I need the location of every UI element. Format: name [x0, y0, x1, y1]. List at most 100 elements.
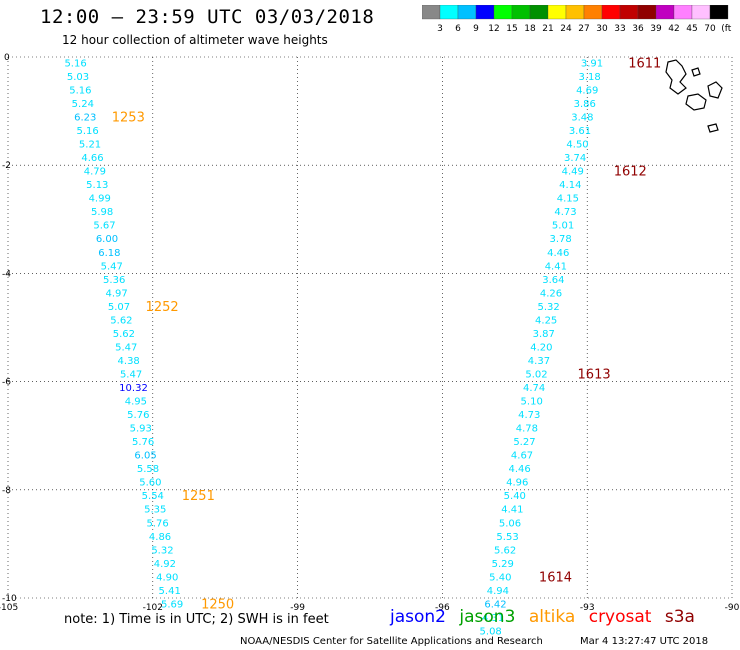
- wave-height-value: 4.41: [501, 505, 523, 516]
- wave-height-value: 5.98: [91, 207, 113, 218]
- wave-height-value: 5.58: [137, 464, 159, 475]
- wave-height-value: 6.42: [484, 599, 506, 610]
- wave-height-value: 4.78: [516, 424, 538, 435]
- pass-time-label: 1613: [578, 367, 611, 382]
- wave-height-value: 4.49: [562, 167, 584, 178]
- wave-height-value: 4.15: [557, 194, 579, 205]
- wave-height-value: 5.93: [130, 424, 152, 435]
- wave-height-value: 5.41: [159, 586, 181, 597]
- wave-height-value: 3.61: [569, 126, 591, 137]
- color-scale-label: 33: [614, 24, 625, 34]
- wave-height-value: 4.20: [530, 342, 552, 353]
- wave-height-value: 5.13: [86, 180, 108, 191]
- color-scale-label: 24: [560, 24, 572, 34]
- color-scale-label: 27: [578, 24, 589, 34]
- wave-height-value: 5.36: [103, 275, 125, 286]
- color-scale-label: 12: [488, 24, 499, 34]
- footer-credit: NOAA/NESDIS Center for Satellite Applica…: [240, 636, 543, 647]
- wave-height-value: 6.23: [74, 113, 96, 124]
- wave-height-value: 5.16: [77, 126, 99, 137]
- wave-height-value: 5.62: [494, 545, 516, 556]
- color-scale-label: 45: [686, 24, 697, 34]
- color-scale-label: 18: [524, 24, 536, 34]
- pass-time-label: 1614: [539, 570, 572, 585]
- wave-height-value: 4.46: [508, 464, 530, 475]
- color-scale-label: 30: [596, 24, 608, 34]
- color-scale-label: 36: [632, 24, 644, 34]
- wave-height-value: 3.86: [574, 99, 596, 110]
- island-outline: [707, 81, 723, 99]
- wave-height-value: 5.62: [113, 329, 135, 340]
- wave-height-value: 5.24: [72, 99, 94, 110]
- color-scale-label: 39: [650, 24, 662, 34]
- wave-height-value: 5.47: [101, 261, 123, 272]
- wave-height-value: 4.92: [154, 559, 176, 570]
- wave-height-value: 4.79: [84, 167, 106, 178]
- wave-height-value: 3.78: [550, 234, 572, 245]
- wave-height-value: 3.18: [578, 72, 600, 83]
- pass-time-label: 1253: [112, 111, 145, 126]
- wave-height-value: 4.86: [149, 532, 171, 543]
- wave-height-value: 5.29: [492, 559, 514, 570]
- wave-height-value: 4.41: [545, 261, 567, 272]
- wave-height-value: 5.40: [504, 491, 526, 502]
- wave-height-value: 4.66: [81, 153, 103, 164]
- wave-height-value: 5.69: [161, 599, 183, 610]
- pass-time-label: 1252: [146, 300, 179, 315]
- wave-height-value: 4.46: [547, 248, 569, 259]
- color-scale-label: 6: [455, 24, 461, 34]
- wave-height-value: 4.38: [118, 356, 140, 367]
- wave-height-value: 6.18: [98, 248, 120, 259]
- lat-tick-label: -10: [2, 594, 17, 604]
- wave-height-value: 4.73: [554, 207, 576, 218]
- lon-tick-label: -99: [290, 603, 305, 613]
- lon-tick-label: -102: [143, 603, 163, 613]
- wave-height-value: 3.74: [564, 153, 586, 164]
- footer-timestamp: Mar 4 13:27:47 UTC 2018: [580, 636, 709, 647]
- wave-height-value: 5.35: [144, 505, 166, 516]
- wave-height-value: 4.25: [535, 315, 557, 326]
- wave-height-value: 5.16: [64, 58, 86, 69]
- wave-height-value: 5.62: [110, 315, 132, 326]
- color-scale-label: 42: [668, 24, 679, 34]
- pass-time-label: 1611: [628, 56, 661, 71]
- wave-height-value: 5.08: [480, 626, 502, 637]
- lon-tick-label: -105: [0, 603, 18, 613]
- color-scale-label: 15: [506, 24, 517, 34]
- wave-height-value: 5.76: [132, 437, 154, 448]
- wave-height-value: 5.67: [93, 221, 115, 232]
- wave-height-value: 5.06: [499, 518, 521, 529]
- map-title: 12:00 — 23:59 UTC 03/03/2018: [40, 6, 375, 28]
- wave-height-value: 5.07: [108, 302, 130, 313]
- wave-height-value: 4.67: [511, 451, 533, 462]
- island-outline: [691, 67, 701, 77]
- map-subtitle: 12 hour collection of altimeter wave hei…: [62, 33, 328, 47]
- wave-height-value: 5.32: [151, 545, 173, 556]
- wave-height-value: 4.26: [540, 288, 562, 299]
- wave-height-value: 5.10: [521, 397, 543, 408]
- wave-height-value: 5.01: [552, 221, 574, 232]
- legend-s3a: s3a: [664, 607, 695, 627]
- color-scale-label: 70: [704, 24, 716, 34]
- wave-height-value: 4.95: [125, 397, 147, 408]
- wave-height-value: 5.40: [489, 572, 511, 583]
- wave-height-value: 3.91: [581, 58, 603, 69]
- units-note: note: 1) Time is in UTC; 2) SWH is in fe…: [64, 612, 329, 627]
- island-outline: [665, 59, 687, 95]
- lat-tick-label: -6: [2, 378, 11, 388]
- wave-height-value: 4.99: [89, 194, 111, 205]
- lat-tick-label: -4: [2, 269, 11, 279]
- pass-time-label: 1612: [614, 165, 647, 180]
- pass-time-label: 1250: [201, 597, 234, 612]
- island-outline: [685, 93, 707, 111]
- wave-height-value: 4.96: [506, 478, 528, 489]
- color-scale-label: (ft): [721, 24, 732, 34]
- wave-height-value: 5.02: [525, 369, 547, 380]
- color-scale-label: 21: [542, 24, 553, 34]
- lon-tick-label: -96: [435, 603, 450, 613]
- color-swatch: [709, 5, 729, 20]
- wave-height-value: 4.31: [482, 613, 504, 624]
- wave-height-value: 5.21: [79, 140, 101, 151]
- island-outline: [707, 123, 719, 133]
